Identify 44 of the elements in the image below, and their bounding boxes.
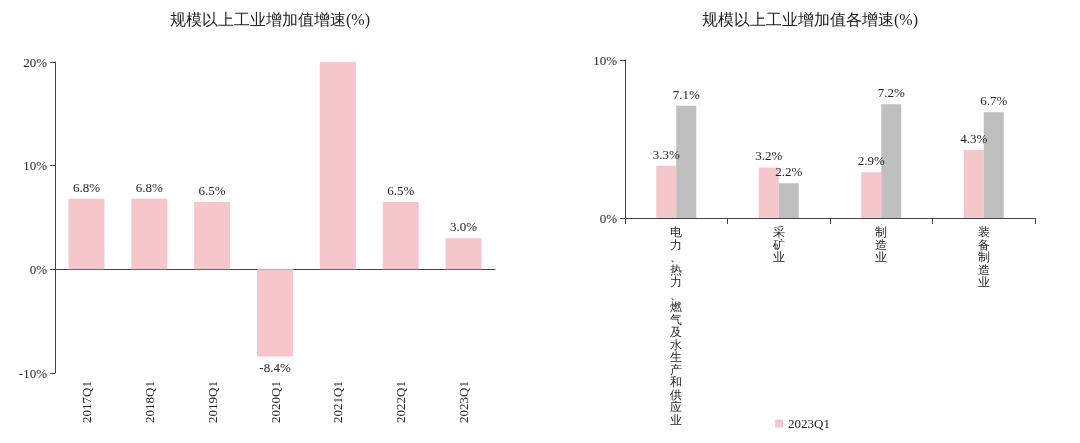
data-label: 3.3% [652, 146, 680, 162]
data-label: 2.9% [857, 153, 885, 169]
bar [861, 172, 882, 218]
bar [778, 183, 799, 218]
y-tick-label: 0% [29, 261, 48, 277]
x-tick-label: 2021Q1 [330, 381, 346, 423]
x-tick-label: 2023Q1 [456, 381, 472, 423]
category-label: 电力、热力、燃气及水生产和供应业 [670, 225, 683, 427]
y-tick-label: 20% [23, 54, 48, 70]
data-label: 6.8% [135, 179, 163, 195]
data-label: 6.7% [980, 93, 1008, 109]
chart-title: 规模以上工业增加值增速(%) [170, 10, 370, 29]
data-label: 2.2% [775, 164, 803, 180]
bar [445, 238, 482, 270]
x-tick-label: 制造业 [875, 225, 888, 265]
data-label: 6.8% [72, 179, 101, 195]
y-tick-label: 10% [593, 52, 618, 68]
y-tick-label: 10% [23, 158, 48, 174]
y-tick-label: -10% [18, 365, 48, 381]
chart-title: 规模以上工业增加值各增速(%) [702, 10, 918, 29]
data-label: 3.0% [450, 219, 478, 235]
x-tick-label: 2020Q1 [267, 381, 283, 423]
bar [656, 165, 677, 218]
y-tick-label: 0% [599, 210, 618, 226]
data-label: 6.5% [387, 182, 415, 198]
bar [68, 198, 105, 270]
x-tick-label: 2017Q1 [78, 381, 94, 423]
data-label: 4.3% [960, 131, 988, 147]
x-tick-label: 2022Q1 [393, 381, 409, 423]
bar [131, 198, 168, 270]
x-tick-label: 2018Q1 [141, 381, 157, 423]
bar [194, 201, 231, 270]
data-label: 6.5% [198, 182, 226, 198]
data-label: 3.2% [755, 148, 783, 164]
bar [963, 150, 984, 218]
x-tick-label: 装备制造业 [977, 225, 990, 290]
bar [319, 62, 356, 270]
bar [257, 269, 293, 357]
data-label: 7.2% [877, 85, 905, 101]
bar [382, 201, 419, 270]
x-tick-label: 2019Q1 [204, 381, 220, 423]
x-tick-label: 采矿业 [771, 225, 785, 265]
data-label: 7.1% [672, 86, 700, 102]
data-label: -8.4% [259, 360, 291, 376]
